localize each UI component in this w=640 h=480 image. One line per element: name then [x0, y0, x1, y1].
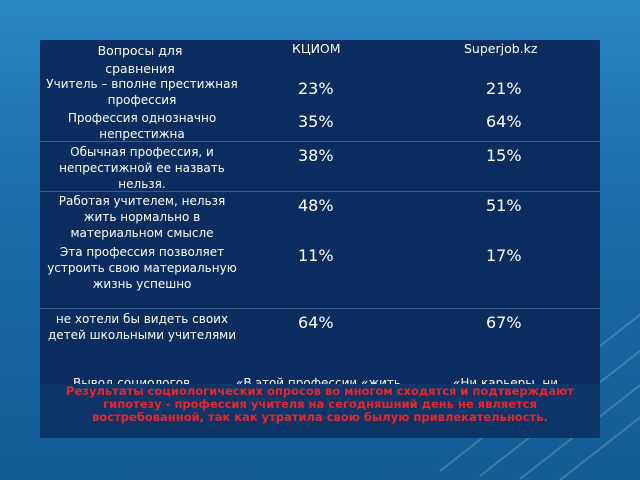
- row-value-superjob: 51%: [486, 196, 522, 215]
- row-value-kciom: 48%: [298, 196, 334, 215]
- row-question: Эта профессия позволяет устроить свою ма…: [47, 245, 237, 291]
- conclusion-caption: Результаты социологических опросов во мн…: [40, 384, 600, 438]
- row-value-kciom: 23%: [298, 79, 334, 98]
- row-question: Работая учителем, нельзя жить нормально …: [58, 194, 226, 240]
- row-question: Профессия однозначно непрестижна: [67, 111, 217, 141]
- row-divider: [40, 141, 600, 142]
- row-value-kciom: 11%: [298, 246, 334, 265]
- header-superjob: Superjob.kz: [464, 41, 538, 56]
- row-value-superjob: 17%: [486, 246, 522, 265]
- row-value-kciom: 38%: [298, 146, 334, 165]
- row-question: не хотели бы видеть своих детей школьным…: [47, 312, 237, 342]
- row-value-superjob: 67%: [486, 313, 522, 332]
- row-value-superjob: 21%: [486, 79, 522, 98]
- row-divider: [40, 191, 600, 192]
- header-kciom: КЦИОМ: [292, 41, 341, 56]
- row-question: Обычная профессия, и непрестижной ее наз…: [59, 145, 225, 191]
- header-question: Вопросы для сравнения: [97, 43, 183, 76]
- row-value-kciom: 64%: [298, 313, 334, 332]
- survey-table: Вопросы для сравнения КЦИОМ Superjob.kz …: [40, 40, 600, 438]
- row-value-kciom: 35%: [298, 112, 334, 131]
- row-question: Учитель – вполне престижная профессия: [46, 77, 238, 107]
- row-divider: [40, 308, 600, 309]
- row-value-superjob: 15%: [486, 146, 522, 165]
- row-value-superjob: 64%: [486, 112, 522, 131]
